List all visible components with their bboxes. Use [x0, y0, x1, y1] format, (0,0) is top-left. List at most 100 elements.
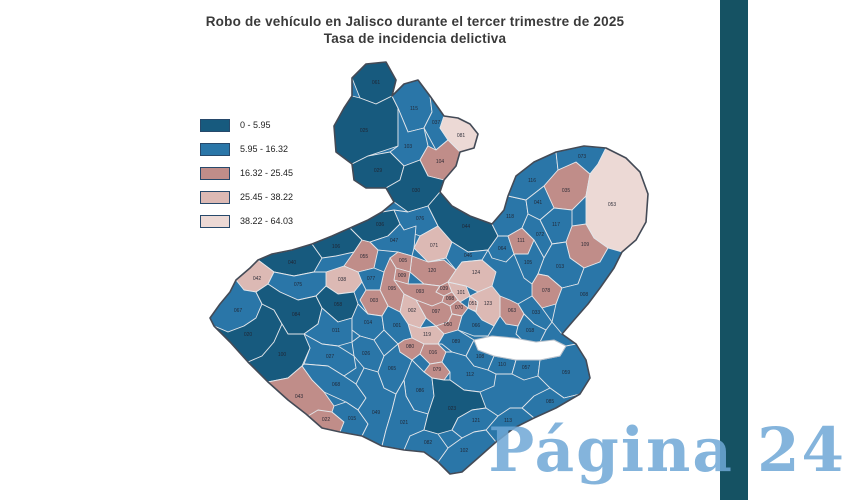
- municipality-code-label: 064: [498, 246, 507, 252]
- municipality-shape-078: [531, 273, 563, 309]
- municipality-code-label: 066: [472, 323, 481, 329]
- municipality-code-label: 037: [432, 120, 441, 126]
- municipality-code-label: 071: [430, 243, 439, 249]
- municipality-code-label: 025: [360, 128, 369, 134]
- legend-label: 38.22 - 64.03: [240, 216, 294, 226]
- municipality-code-label: 061: [372, 80, 381, 86]
- municipality-code-label: 050: [444, 322, 453, 328]
- municipality-code-label: 057: [522, 365, 531, 371]
- municipality-code-label: 101: [457, 290, 466, 296]
- municipality-code-label: 020: [244, 332, 253, 338]
- municipality-code-label: 110: [498, 362, 506, 368]
- municipality-code-label: 003: [370, 298, 379, 304]
- municipality-code-label: 058: [334, 302, 343, 308]
- municipality-code-label: 119: [423, 332, 431, 338]
- municipality-code-label: 076: [416, 216, 425, 222]
- legend-swatch: [200, 190, 230, 204]
- legend-label: 0 - 5.95: [240, 120, 271, 130]
- municipality-code-label: 116: [528, 178, 536, 184]
- municipality-code-label: 013: [556, 264, 565, 270]
- municipality-code-label: 016: [429, 350, 438, 356]
- municipality-code-label: 029: [374, 168, 383, 174]
- municipality-code-label: 043: [295, 394, 304, 400]
- municipality-code-label: 051: [469, 301, 478, 307]
- legend-label: 5.95 - 16.32: [240, 144, 289, 154]
- legend-label: 25.45 - 38.22: [240, 192, 294, 202]
- municipality-code-label: 067: [234, 308, 243, 314]
- municipality-code-label: 022: [322, 417, 331, 423]
- municipality-code-label: 041: [534, 200, 543, 206]
- municipality-code-label: 065: [388, 366, 397, 372]
- municipality-code-label: 097: [432, 309, 441, 315]
- municipality-code-label: 123: [484, 301, 493, 307]
- municipality-code-label: 063: [508, 308, 517, 314]
- municipality-code-label: 046: [464, 253, 473, 259]
- municipality-code-label: 040: [288, 260, 297, 266]
- map-title-line1: Robo de vehículo en Jalisco durante el t…: [205, 14, 625, 29]
- municipality-code-label: 033: [532, 310, 541, 316]
- municipality-code-label: 035: [562, 188, 571, 194]
- legend-swatch: [200, 166, 230, 180]
- municipality-code-label: 072: [536, 232, 545, 238]
- lake-chapala: [473, 335, 567, 361]
- municipality-code-label: 073: [578, 154, 587, 160]
- municipality-code-label: 108: [476, 354, 485, 360]
- municipality-shape-080: [397, 337, 425, 361]
- municipality-code-label: 089: [452, 339, 461, 345]
- municipality-code-label: 081: [457, 133, 466, 139]
- legend-item: 38.22 - 64.03: [200, 214, 293, 228]
- municipality-code-label: 105: [524, 260, 533, 266]
- municipality-code-label: 124: [472, 270, 481, 276]
- state-border: [209, 61, 649, 475]
- municipality-code-label: 085: [546, 399, 555, 405]
- municipality-code-label: 055: [360, 254, 369, 260]
- legend-item: 0 - 5.95: [200, 118, 293, 132]
- municipality-code-label: 075: [294, 282, 303, 288]
- municipality-code-label: 112: [466, 372, 474, 378]
- municipality-code-label: 047: [390, 238, 399, 244]
- municipality-code-label: 038: [338, 277, 347, 283]
- municipality-code-label: 018: [526, 328, 535, 334]
- watermark-pagina24: Página 24: [488, 415, 846, 486]
- municipality-code-label: 002: [408, 308, 417, 314]
- municipality-code-label: 084: [292, 312, 301, 318]
- municipality-code-label: 026: [362, 351, 371, 357]
- municipality-code-label: 042: [253, 276, 262, 282]
- municipality-code-label: 015: [348, 416, 357, 422]
- municipality-code-label: 039: [440, 286, 449, 292]
- map-title: Robo de vehículo en Jalisco durante el t…: [0, 14, 830, 48]
- municipality-code-label: 121: [472, 418, 481, 424]
- municipality-code-label: 011: [332, 328, 340, 334]
- municipality-code-label: 103: [404, 144, 413, 150]
- municipality-code-label: 008: [580, 292, 589, 298]
- municipality-code-label: 078: [542, 288, 551, 294]
- municipality-shape-066: [457, 307, 495, 337]
- municipality-code-label: 053: [608, 202, 617, 208]
- municipality-code-label: 009: [398, 273, 407, 279]
- municipality-code-label: 102: [460, 448, 469, 454]
- right-accent-bar: [720, 0, 748, 500]
- municipality-code-label: 077: [367, 276, 376, 282]
- municipality-code-label: 079: [433, 367, 442, 373]
- municipality-code-label: 049: [372, 410, 381, 416]
- municipality-code-label: 082: [424, 440, 433, 446]
- municipality-code-label: 104: [436, 159, 445, 165]
- legend-swatch: [200, 142, 230, 156]
- municipality-code-label: 068: [332, 382, 341, 388]
- legend: 0 - 5.95 5.95 - 16.32 16.32 - 25.45 25.45 -…: [200, 118, 293, 238]
- municipality-code-label: 095: [388, 286, 397, 292]
- legend-label: 16.32 - 25.45: [240, 168, 294, 178]
- legend-swatch: [200, 214, 230, 228]
- municipality-code-label: 021: [400, 420, 409, 426]
- municipality-code-label: 093: [416, 289, 425, 295]
- municipality-code-label: 100: [278, 352, 287, 358]
- municipality-code-label: 111: [517, 238, 525, 244]
- municipality-code-label: 027: [326, 354, 335, 360]
- municipality-code-label: 059: [562, 370, 571, 376]
- municipality-code-label: 115: [410, 106, 418, 112]
- municipality-code-label: 005: [399, 258, 408, 264]
- municipality-code-label: 118: [506, 214, 514, 220]
- legend-item: 25.45 - 38.22: [200, 190, 293, 204]
